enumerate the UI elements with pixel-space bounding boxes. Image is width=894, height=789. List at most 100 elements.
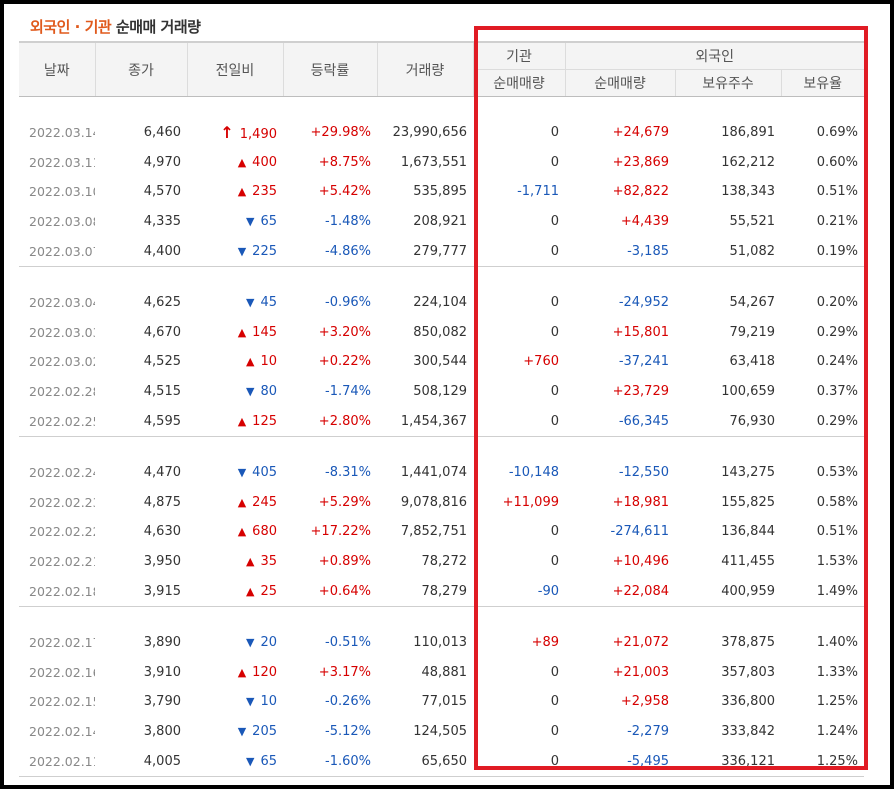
table-row: 2022.03.07 4,400 ▼ 225 -4.86% 279,777 0 -3,185 5…	[19, 236, 864, 267]
cell-foreign-ratio: 0.29%	[781, 406, 864, 437]
cell-inst-net: 0	[550, 154, 559, 170]
change-value: 205	[252, 723, 277, 739]
cell-date: 2022.03.14	[29, 125, 95, 141]
cell-inst-net: 0	[550, 723, 559, 739]
table-row: 2022.02.11 4,005 ▼ 65 -1.60% 65,650 0 -5,495 336…	[19, 746, 864, 777]
cell-date: 2022.02.25	[19, 406, 95, 437]
cell-foreign-hold: 336,800	[721, 694, 775, 710]
cell-foreign-ratio: 1.33%	[816, 664, 858, 680]
table-row: 2022.02.15 3,790 ▼ 10 -0.26% 77,015 0 +2,958 336…	[19, 687, 864, 717]
change-value: 120	[252, 664, 277, 680]
cell-foreign-net: -12,550	[618, 465, 669, 481]
cell-close: 4,525	[143, 354, 181, 370]
cell-close: 6,460	[143, 125, 181, 141]
table-row: 2022.03.14 6,460 ↑ 1,490 +29.98% 23,990,656 0 +…	[19, 118, 864, 148]
cell-change: ▲ 245	[187, 488, 283, 518]
change-value: 45	[260, 295, 277, 311]
cell-volume: 1,673,551	[400, 154, 467, 170]
triangle-down-icon: ▼	[237, 466, 247, 480]
cell-foreign-net: -3,185	[565, 236, 675, 267]
cell-rate: -8.31%	[325, 465, 371, 481]
cell-volume: 508,129	[413, 384, 467, 400]
change-value: 125	[252, 413, 277, 429]
cell-rate: +3.17%	[318, 664, 371, 680]
cell-foreign-hold: 76,930	[675, 406, 781, 437]
cell-inst-net: 0	[550, 295, 559, 311]
change-value: 80	[260, 384, 277, 400]
header-foreign-net: 순매매량	[565, 69, 676, 97]
cell-foreign-hold: 333,842	[721, 723, 775, 739]
cell-change: ↑ 1,490	[187, 118, 283, 148]
triangle-up-icon: ▲	[237, 665, 247, 679]
cell-change: ▲ 25	[187, 576, 283, 607]
cell-volume: 850,082	[413, 324, 467, 340]
cell-volume: 1,441,074	[400, 465, 467, 481]
cell-foreign-ratio: 1.40%	[816, 635, 858, 651]
cell-volume: 110,013	[413, 635, 467, 651]
cell-rate: +0.22%	[318, 354, 371, 370]
cell-rate: +17.22%	[310, 524, 371, 540]
cell-foreign-ratio: 0.24%	[816, 354, 858, 370]
cell-rate: +0.89%	[318, 554, 371, 570]
cell-change: ▲ 400	[187, 148, 283, 178]
trading-table: 날짜 종가 전일비 등락률 거래량 기관 외국인 순매매량 순매매량 보유주수 …	[19, 41, 864, 777]
cell-rate: -0.26%	[325, 694, 371, 710]
cell-foreign-hold: 100,659	[721, 384, 775, 400]
header-close: 종가	[95, 41, 188, 97]
cell-volume: 23,990,656	[392, 125, 467, 141]
cell-foreign-ratio: 0.51%	[816, 184, 858, 200]
header-foreign-hold: 보유주수	[675, 69, 782, 97]
section-title: 외국인 · 기관 순매매 거래량	[30, 16, 201, 37]
cell-foreign-hold: 51,082	[675, 236, 781, 267]
cell-date: 2022.02.24	[29, 465, 95, 481]
title-dot: ·	[69, 18, 85, 36]
cell-rate: -1.48%	[325, 214, 371, 230]
change-value: 400	[252, 154, 277, 170]
cell-foreign-hold: 378,875	[721, 635, 775, 651]
cell-volume: 7,852,751	[400, 524, 467, 540]
triangle-down-icon: ▼	[245, 695, 255, 709]
cell-foreign-net: +82,822	[612, 184, 669, 200]
cell-inst-net: 0	[550, 324, 559, 340]
spacer-row	[19, 266, 864, 288]
cell-foreign-net: +4,439	[620, 214, 669, 230]
cell-change: ▼ 20	[187, 628, 283, 658]
cell-inst-net: 0	[473, 406, 565, 437]
cell-change: ▲ 145	[187, 318, 283, 348]
cell-date: 2022.02.18	[19, 576, 95, 607]
triangle-up-icon: ▲	[237, 414, 247, 428]
cell-close: 3,950	[143, 554, 181, 570]
header-volume: 거래량	[377, 41, 474, 97]
triangle-up-icon: ▲	[237, 525, 247, 539]
cell-rate: +5.29%	[318, 494, 371, 510]
triangle-up-icon: ▲	[237, 185, 247, 199]
triangle-up-icon: ▲	[245, 584, 255, 598]
title-foreign: 외국인	[30, 18, 70, 36]
cell-rate: -1.74%	[325, 384, 371, 400]
triangle-down-icon: ▼	[245, 215, 255, 229]
cell-foreign-hold: 411,455	[721, 554, 775, 570]
cell-foreign-ratio: 1.25%	[816, 694, 858, 710]
cell-foreign-hold: 138,343	[721, 184, 775, 200]
cell-foreign-hold: 54,267	[729, 295, 776, 311]
cell-foreign-net: +18,981	[612, 494, 669, 510]
cell-foreign-ratio: 0.20%	[816, 295, 858, 311]
cell-foreign-hold: 63,418	[729, 354, 776, 370]
header-date: 날짜	[19, 41, 96, 97]
change-value: 65	[260, 214, 277, 230]
cell-foreign-ratio: 0.51%	[816, 524, 858, 540]
arrow-limit-up-icon: ↑	[220, 123, 234, 143]
cell-foreign-ratio: 1.53%	[816, 554, 858, 570]
cell-close: 3,790	[143, 694, 181, 710]
cell-close: 3,800	[143, 723, 181, 739]
cell-rate: +0.64%	[283, 576, 377, 607]
cell-foreign-ratio: 0.37%	[816, 384, 858, 400]
table-row: 2022.03.04 4,625 ▼ 45 -0.96% 224,104 0 -24,952 5…	[19, 288, 864, 318]
change-value: 25	[260, 583, 277, 599]
cell-foreign-ratio: 0.29%	[816, 324, 858, 340]
cell-close: 3,890	[143, 635, 181, 651]
cell-inst-net: -90	[473, 576, 565, 607]
cell-foreign-net: -274,611	[610, 524, 669, 540]
cell-inst-net: 0	[550, 694, 559, 710]
cell-date: 2022.03.02	[29, 354, 95, 370]
